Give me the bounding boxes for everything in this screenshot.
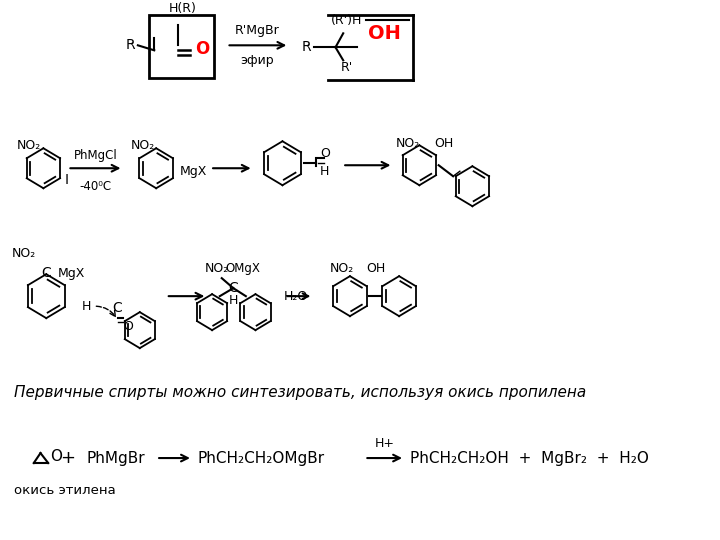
Text: O: O <box>123 320 133 333</box>
Text: OMgX: OMgX <box>225 262 261 275</box>
Text: (R')H: (R')H <box>330 14 362 27</box>
Text: MgX: MgX <box>58 267 85 280</box>
Text: H: H <box>82 300 91 313</box>
Text: I: I <box>65 173 68 187</box>
Text: эфир: эфир <box>240 54 274 67</box>
Text: H(R): H(R) <box>168 2 196 15</box>
Text: NO₂: NO₂ <box>17 139 41 152</box>
Text: NO₂: NO₂ <box>12 247 36 260</box>
Text: R: R <box>125 38 135 52</box>
Text: NO₂: NO₂ <box>396 137 420 150</box>
Text: C: C <box>42 266 51 280</box>
Text: R: R <box>302 40 311 55</box>
Text: H: H <box>320 165 330 178</box>
Text: +: + <box>60 449 75 467</box>
Text: H: H <box>229 294 238 307</box>
Text: -40⁰C: -40⁰C <box>79 180 112 193</box>
Text: OH: OH <box>368 24 401 43</box>
Text: MgX: MgX <box>179 165 207 178</box>
Text: C: C <box>228 281 238 295</box>
Text: C: C <box>113 301 122 315</box>
Text: окись этилена: окись этилена <box>14 483 116 497</box>
Text: NO₂: NO₂ <box>130 139 155 152</box>
Text: NO₂: NO₂ <box>330 262 354 275</box>
Text: PhMgCl: PhMgCl <box>73 148 117 162</box>
Text: R': R' <box>341 61 354 74</box>
Text: PhCH₂CH₂OMgBr: PhCH₂CH₂OMgBr <box>197 450 325 465</box>
Bar <box>150 15 214 78</box>
Text: H₂O: H₂O <box>284 289 308 302</box>
Text: PhCH₂CH₂OH  +  MgBr₂  +  H₂O: PhCH₂CH₂OH + MgBr₂ + H₂O <box>410 450 649 465</box>
Text: PhMgBr: PhMgBr <box>87 450 145 465</box>
Text: O: O <box>50 449 62 463</box>
Text: OH: OH <box>366 262 386 275</box>
Text: Первичные спирты можно синтезировать, используя окись пропилена: Первичные спирты можно синтезировать, ис… <box>14 384 587 400</box>
Text: OH: OH <box>434 137 453 150</box>
Text: O: O <box>320 147 330 160</box>
Text: O: O <box>194 40 209 58</box>
Text: R'MgBr: R'MgBr <box>235 24 280 37</box>
Text: NO₂: NO₂ <box>204 262 229 275</box>
Text: H+: H+ <box>374 436 395 450</box>
